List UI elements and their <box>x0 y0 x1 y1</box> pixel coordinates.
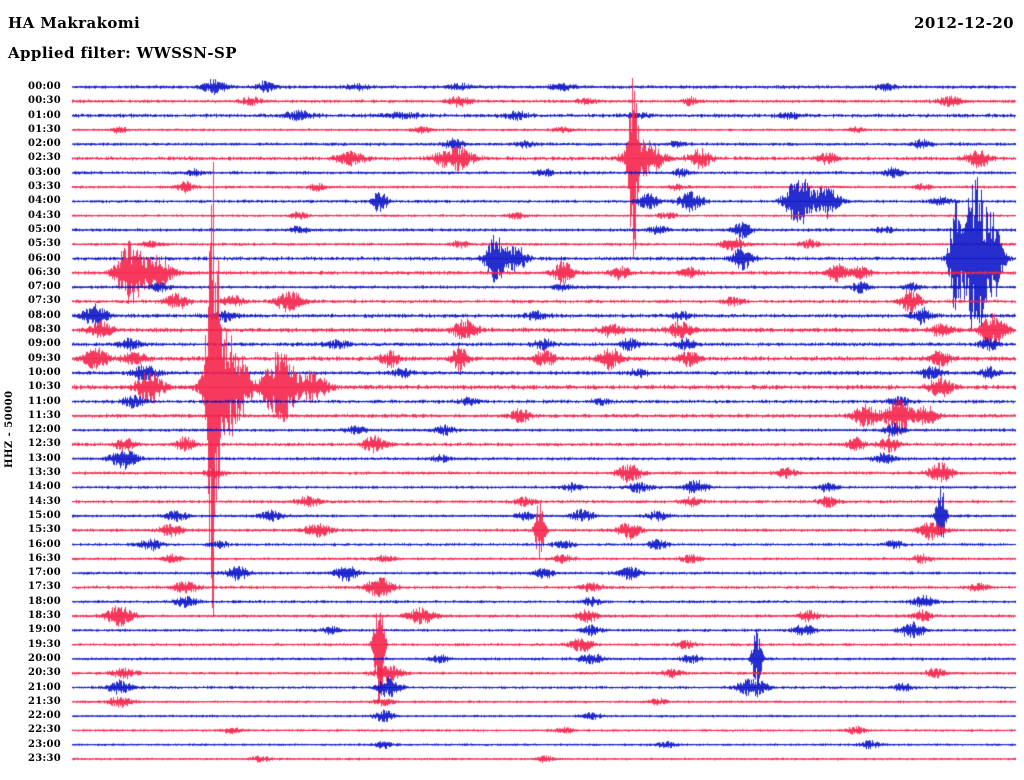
time-label: 22:00 <box>27 710 61 722</box>
time-label: 07:30 <box>27 295 61 307</box>
time-label: 17:30 <box>27 581 61 593</box>
time-label: 04:30 <box>27 209 61 221</box>
time-label: 11:00 <box>27 395 61 407</box>
time-label: 02:00 <box>27 138 61 150</box>
time-label: 10:30 <box>27 381 61 393</box>
time-label: 09:00 <box>27 338 61 350</box>
time-label: 07:00 <box>27 281 61 293</box>
time-label: 18:30 <box>27 609 61 621</box>
time-label: 18:00 <box>27 595 61 607</box>
time-label: 15:30 <box>27 524 61 536</box>
time-label: 19:30 <box>27 638 61 650</box>
time-label: 20:00 <box>27 652 61 664</box>
time-label: 03:00 <box>27 166 61 178</box>
time-label: 04:00 <box>27 195 61 207</box>
time-label: 00:30 <box>27 95 61 107</box>
time-label: 01:00 <box>27 109 61 121</box>
time-label: 06:00 <box>27 252 61 264</box>
time-label: 17:00 <box>27 567 61 579</box>
time-label: 03:30 <box>27 181 61 193</box>
time-label: 16:30 <box>27 552 61 564</box>
time-label: 12:30 <box>27 438 61 450</box>
time-label: 09:30 <box>27 352 61 364</box>
time-label: 23:30 <box>27 752 61 764</box>
time-label: 08:30 <box>27 324 61 336</box>
time-label: 12:00 <box>27 424 61 436</box>
time-label: 14:00 <box>27 481 61 493</box>
time-label: 16:00 <box>27 538 61 550</box>
time-label: 10:00 <box>27 366 61 378</box>
time-label: 22:30 <box>27 724 61 736</box>
time-label: 20:30 <box>27 667 61 679</box>
time-label: 11:30 <box>27 409 61 421</box>
time-label: 19:00 <box>27 624 61 636</box>
time-label: 21:00 <box>27 681 61 693</box>
time-label: 23:00 <box>27 738 61 750</box>
time-label: 02:30 <box>27 152 61 164</box>
time-label: 01:30 <box>27 123 61 135</box>
time-label: 13:30 <box>27 466 61 478</box>
time-label: 05:00 <box>27 223 61 235</box>
time-label: 14:30 <box>27 495 61 507</box>
time-label: 21:30 <box>27 695 61 707</box>
time-label: 13:00 <box>27 452 61 464</box>
time-label: 15:00 <box>27 509 61 521</box>
time-label: 08:00 <box>27 309 61 321</box>
time-label: 05:30 <box>27 238 61 250</box>
time-labels-column: 00:00 00:30 01:00 01:30 02:00 02:30 03:00 03:30… <box>0 0 64 780</box>
time-label: 06:30 <box>27 266 61 278</box>
time-label: 00:00 <box>27 80 61 92</box>
